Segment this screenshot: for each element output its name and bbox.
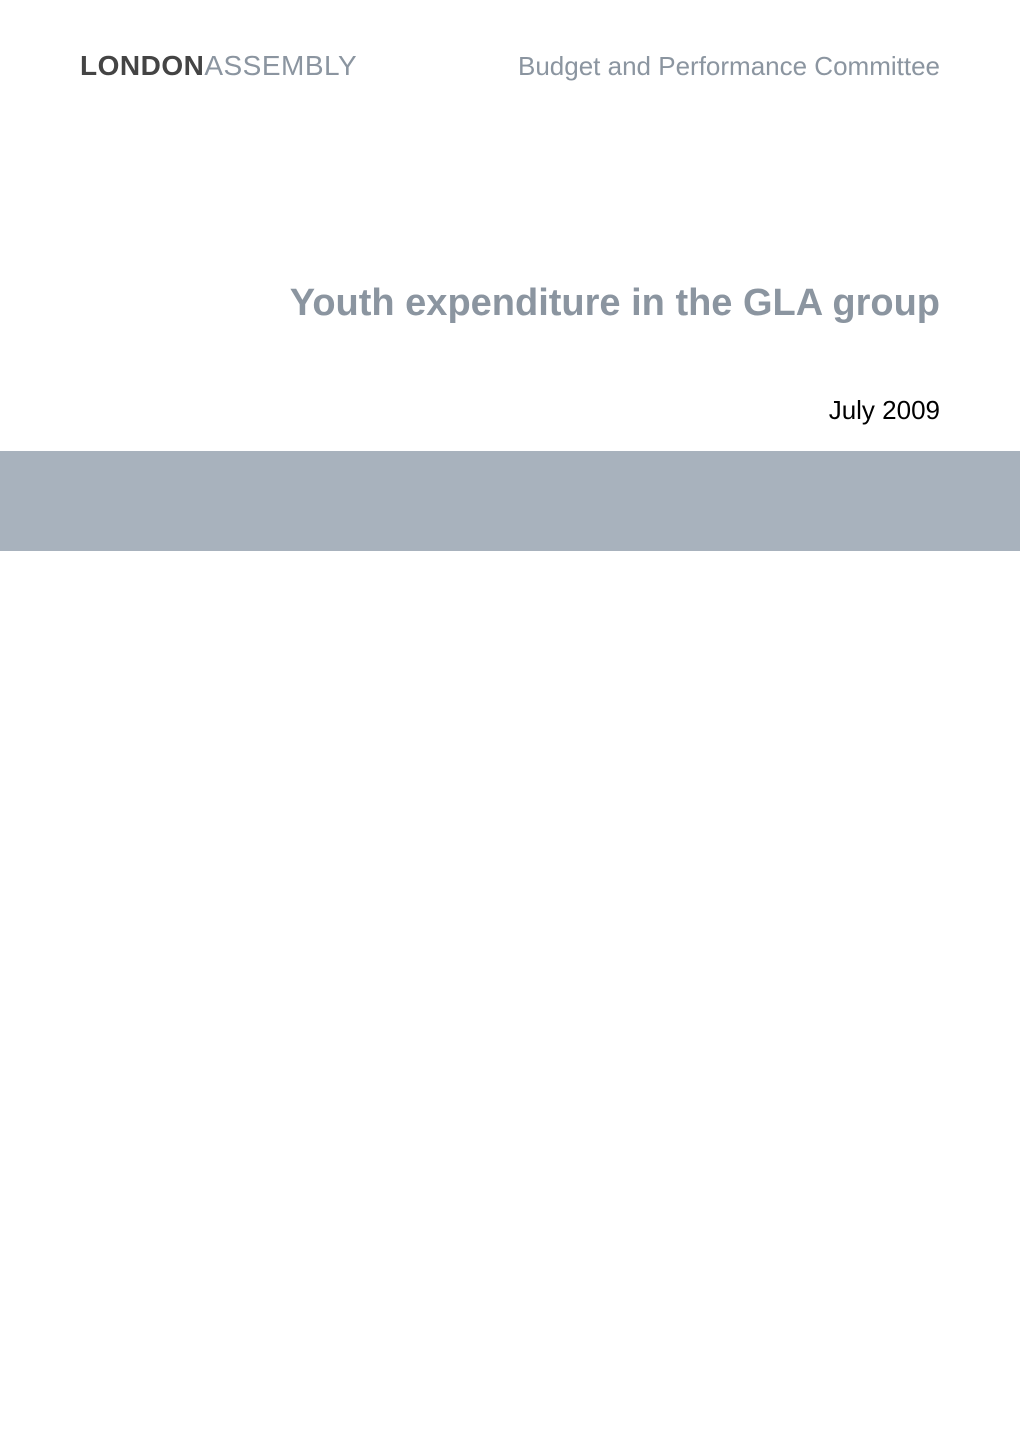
committee-name: Budget and Performance Committee	[518, 51, 940, 82]
document-header: LONDONASSEMBLY Budget and Performance Co…	[0, 0, 1020, 82]
document-date: July 2009	[0, 395, 1020, 426]
logo-bold-text: LONDON	[80, 50, 204, 82]
logo: LONDONASSEMBLY	[80, 50, 357, 82]
logo-light-text: ASSEMBLY	[204, 50, 357, 82]
accent-bar	[0, 451, 1020, 551]
document-title: Youth expenditure in the GLA group	[0, 282, 1020, 325]
